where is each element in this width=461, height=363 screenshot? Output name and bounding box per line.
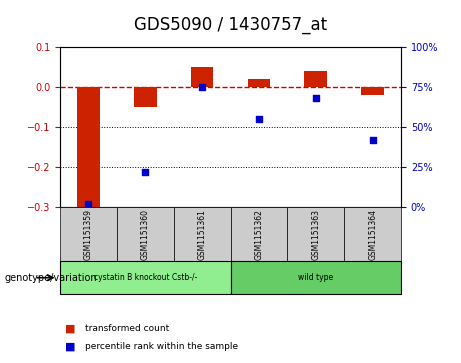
Bar <box>191 67 213 87</box>
Text: cystatin B knockout Cstb-/-: cystatin B knockout Cstb-/- <box>94 273 197 282</box>
Text: GDS5090 / 1430757_at: GDS5090 / 1430757_at <box>134 16 327 34</box>
Text: GSM1151362: GSM1151362 <box>254 209 263 260</box>
Point <box>255 116 263 122</box>
Bar <box>304 71 327 87</box>
Bar <box>77 87 100 207</box>
Text: wild type: wild type <box>298 273 333 282</box>
Text: ■: ■ <box>65 323 75 334</box>
Text: GSM1151359: GSM1151359 <box>84 209 93 260</box>
Point <box>142 169 149 175</box>
Text: genotype/variation: genotype/variation <box>5 273 97 283</box>
Text: GSM1151361: GSM1151361 <box>198 209 207 260</box>
Point <box>85 201 92 207</box>
Text: percentile rank within the sample: percentile rank within the sample <box>85 342 238 351</box>
Point <box>312 95 319 101</box>
Point <box>369 137 376 143</box>
Text: ■: ■ <box>65 342 75 352</box>
Text: transformed count: transformed count <box>85 324 170 333</box>
Bar <box>361 87 384 95</box>
Text: GSM1151364: GSM1151364 <box>368 209 377 260</box>
Point <box>198 84 206 90</box>
Text: GSM1151363: GSM1151363 <box>311 209 320 260</box>
Bar <box>248 79 270 87</box>
Text: GSM1151360: GSM1151360 <box>141 209 150 260</box>
Bar <box>134 87 157 107</box>
